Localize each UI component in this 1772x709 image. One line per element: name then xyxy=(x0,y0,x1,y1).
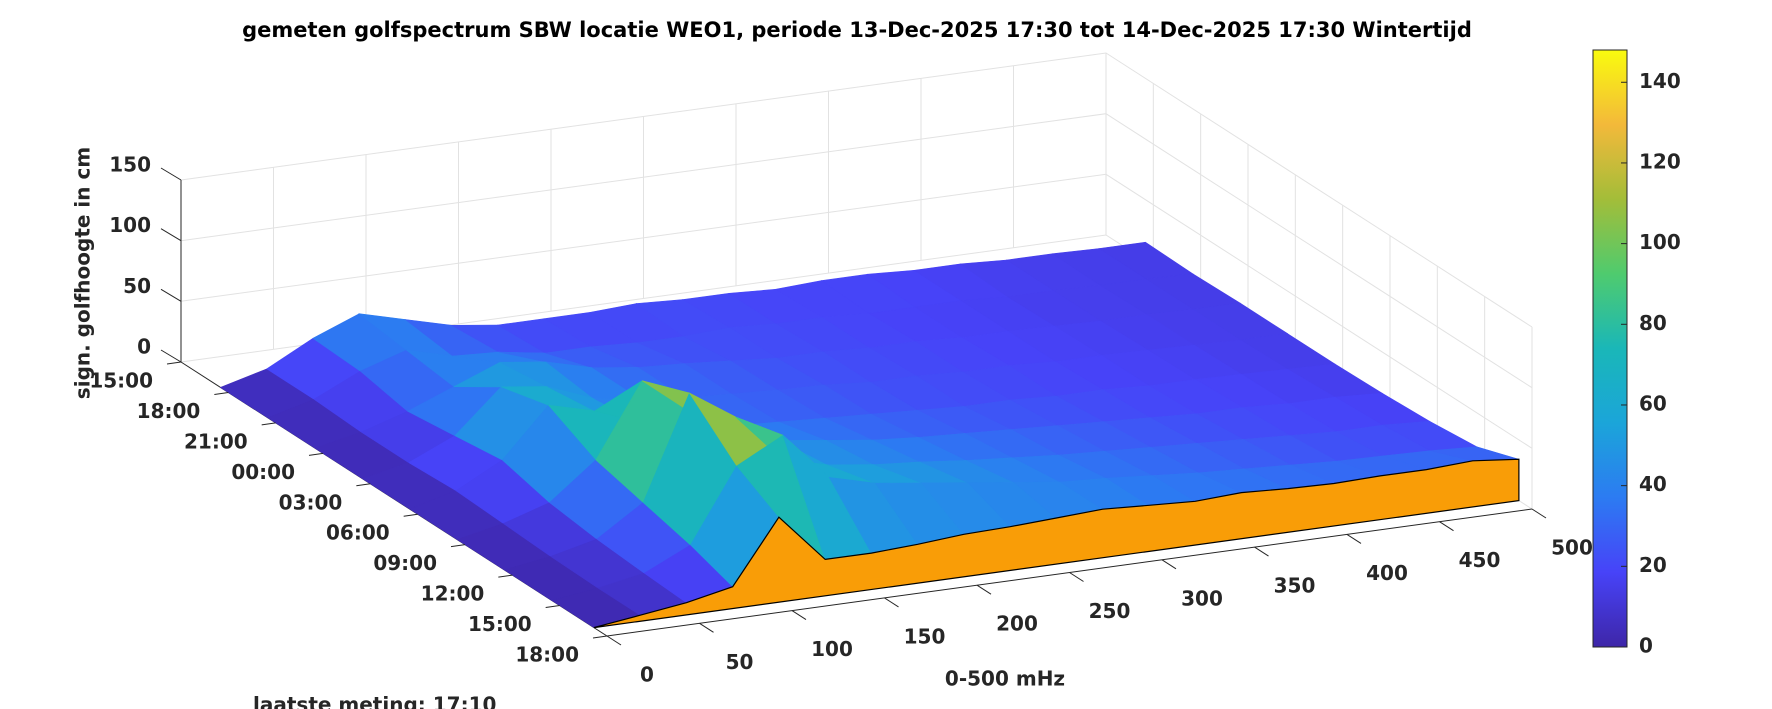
y-tick-label: 06:00 xyxy=(326,521,390,545)
x-tick-label: 250 xyxy=(1089,599,1131,623)
y-tick-label: 18:00 xyxy=(137,399,201,423)
z-tick xyxy=(160,228,182,242)
y-tick xyxy=(545,605,560,609)
x-tick xyxy=(1346,533,1362,544)
y-tick-label: 00:00 xyxy=(231,460,295,484)
z-tick xyxy=(160,288,182,302)
y-tick xyxy=(261,422,276,426)
x-tick xyxy=(1254,546,1269,557)
y-tick-label: 15:00 xyxy=(89,369,153,393)
colorbar-tick-label: 40 xyxy=(1639,472,1667,496)
y-tick-label: 09:00 xyxy=(373,551,437,575)
y-tick xyxy=(166,361,182,365)
x-tick xyxy=(699,622,714,633)
z-tick-label: 150 xyxy=(109,153,151,177)
colorbar-tick-label: 20 xyxy=(1639,553,1667,577)
y-tick xyxy=(450,544,466,548)
colorbar-tick-label: 0 xyxy=(1639,634,1653,658)
x-tick-label: 450 xyxy=(1459,548,1501,572)
y-tick xyxy=(214,391,229,395)
z-tick xyxy=(160,167,182,181)
x-tick-label: 200 xyxy=(996,612,1038,636)
x-tick-label: 500 xyxy=(1551,536,1593,560)
x-tick-label: 400 xyxy=(1366,561,1408,585)
y-tick-label: 21:00 xyxy=(184,429,248,453)
chart-title: gemeten golfspectrum SBW locatie WEO1, p… xyxy=(242,18,1472,42)
x-tick-label: 300 xyxy=(1181,586,1223,610)
colorbar-tick-label: 140 xyxy=(1639,69,1681,93)
y-tick-label: 12:00 xyxy=(421,582,485,606)
x-tick xyxy=(976,584,992,595)
z-tick-label: 0 xyxy=(137,335,151,359)
colorbar-tick-label: 100 xyxy=(1639,230,1681,254)
x-axis-label: 0-500 mHz xyxy=(945,667,1065,691)
x-tick-label: 150 xyxy=(904,624,946,648)
x-tick-label: 0 xyxy=(640,663,654,687)
x-tick xyxy=(1161,559,1177,570)
y-tick-label: 18:00 xyxy=(515,643,579,667)
front-slice xyxy=(593,458,1520,629)
colorbar xyxy=(1592,49,1628,648)
x-tick xyxy=(1531,508,1547,519)
colorbar-tick-label: 120 xyxy=(1639,149,1681,173)
y-tick xyxy=(403,513,418,517)
y-tick xyxy=(308,452,324,456)
x-tick xyxy=(884,597,899,608)
y-tick-label: 03:00 xyxy=(279,490,343,514)
z-tick xyxy=(160,349,182,363)
grid-line xyxy=(180,113,1533,389)
grid-line xyxy=(180,52,1533,328)
y-tick xyxy=(498,574,513,578)
annotation: laatste meting: 17:10 xyxy=(253,693,496,709)
z-tick-label: 50 xyxy=(123,274,151,298)
y-tick xyxy=(592,635,608,639)
x-tick xyxy=(791,610,807,621)
x-tick-label: 100 xyxy=(811,637,853,661)
grid-line xyxy=(180,173,1533,449)
colorbar-tick-label: 60 xyxy=(1639,391,1667,415)
x-tick xyxy=(606,635,622,646)
x-tick-label: 50 xyxy=(726,650,754,674)
x-tick xyxy=(1439,521,1454,532)
colorbar-tick-label: 80 xyxy=(1639,311,1667,335)
x-tick-label: 350 xyxy=(1274,574,1316,598)
y-tick xyxy=(356,483,371,487)
z-axis-label: sign. golfhoogte in cm xyxy=(71,147,95,399)
x-tick xyxy=(1069,572,1084,582)
y-tick-label: 15:00 xyxy=(468,612,532,636)
z-tick-label: 100 xyxy=(109,213,151,237)
